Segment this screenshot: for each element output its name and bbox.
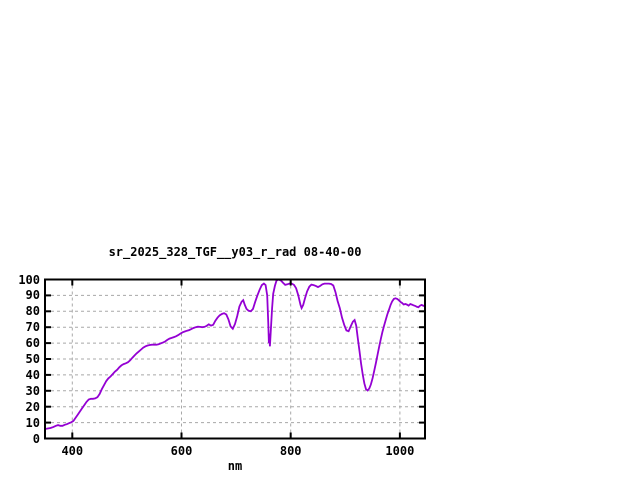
chart-title: sr_2025_328_TGF__y03_r_rad 08-40-00 — [108, 245, 362, 259]
y-tick-label: 60 — [25, 336, 40, 351]
y-tick-label: 70 — [25, 320, 40, 335]
x-tick-label: 800 — [279, 444, 302, 458]
y-tick-label: 50 — [25, 352, 40, 366]
x-tick-label: 600 — [170, 444, 193, 458]
y-tick-label: 80 — [25, 304, 40, 319]
spectral-curve — [45, 278, 425, 430]
y-tick-label: 100 — [18, 272, 40, 287]
y-tick-label: 20 — [25, 399, 40, 414]
y-tick-label: 40 — [25, 367, 40, 382]
x-axis-title: nm — [227, 459, 243, 473]
x-tick-label: 1000 — [385, 444, 415, 458]
x-tick-label: 400 — [61, 444, 84, 458]
y-tick-label: 90 — [25, 288, 40, 303]
y-tick-label: 10 — [25, 415, 40, 430]
y-tick-label: 0 — [32, 431, 40, 446]
y-tick-label: 30 — [25, 383, 40, 398]
